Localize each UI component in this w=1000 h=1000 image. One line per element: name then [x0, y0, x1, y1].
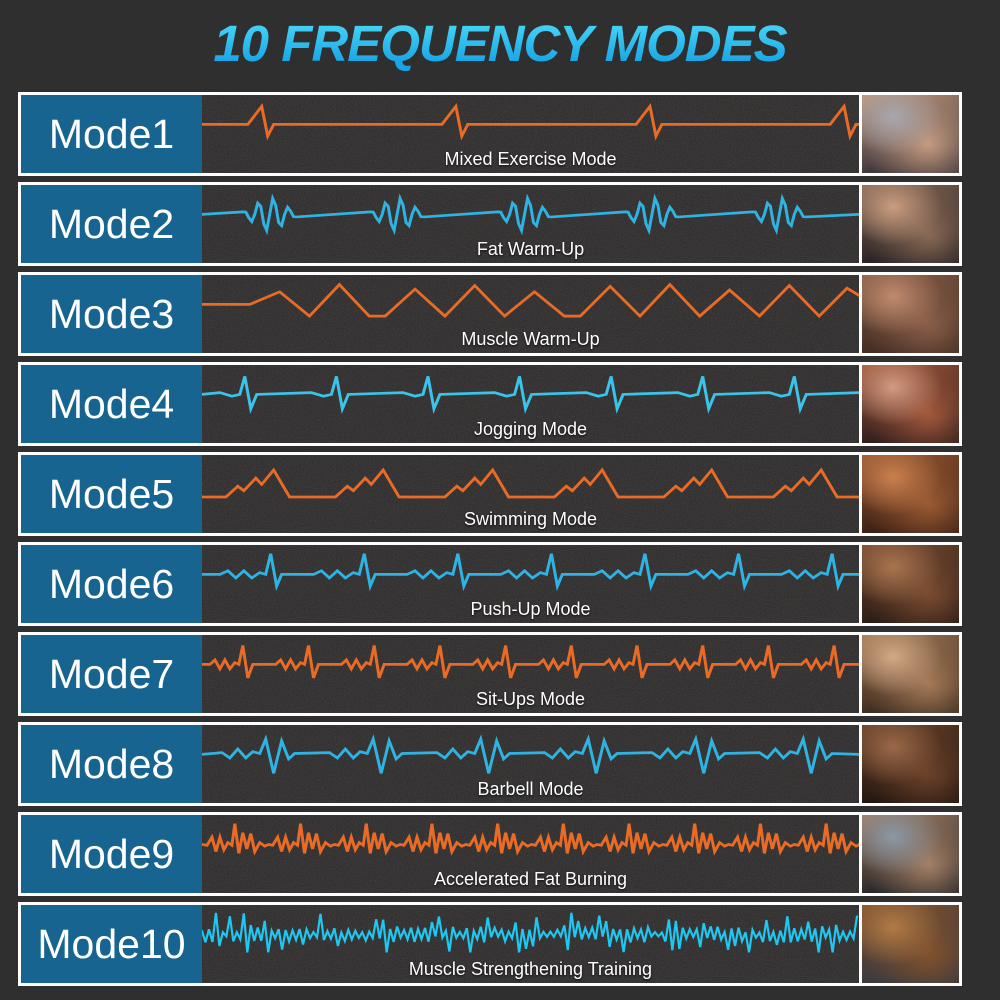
page-title: 10 FREQUENCY MODES [0, 14, 1000, 73]
mode-label: Mode2 [21, 185, 202, 263]
muscle-photo-abs-torso [859, 905, 959, 983]
mode-description: Mixed Exercise Mode [444, 149, 617, 169]
waveform-rapid-burn-ecg-icon [202, 823, 859, 856]
mode-row: Mode1 Mixed Exercise Mode [18, 92, 962, 176]
mode-row: Mode3 Muscle Warm-Up [18, 272, 962, 356]
waveform-panel: Muscle Strengthening Training [202, 905, 859, 983]
waveform-ecg-pulse-icon [202, 102, 859, 141]
waveform-spike-pairs-icon [202, 376, 859, 414]
waveform-dense-ecg-icon [202, 645, 859, 679]
waveform-panel: Jogging Mode [202, 365, 859, 443]
mode-row: Mode7 Sit-Ups Mode [18, 632, 962, 716]
muscle-photo-bicep-flex [859, 455, 959, 533]
muscle-photo-abs [859, 635, 959, 713]
mode-rows: Mode1 Mixed Exercise Mode Mode2 Fat Warm-Up… [18, 92, 962, 992]
waveform-tall-spike-ecg-icon [202, 553, 859, 592]
waveform-panel: Fat Warm-Up [202, 185, 859, 263]
mode-description: Fat Warm-Up [476, 239, 585, 259]
mode-row: Mode9 Accelerated Fat Burning [18, 812, 962, 896]
muscle-photo-upper-back [859, 365, 959, 443]
waveform-panel: Sit-Ups Mode [202, 635, 859, 713]
waveform-step-mountains-icon [202, 467, 859, 499]
waveform-panel: Push-Up Mode [202, 545, 859, 623]
waveform-panel: Barbell Mode [202, 725, 859, 803]
waveform-panel: Accelerated Fat Burning [202, 815, 859, 893]
muscle-photo-tricep-arm [859, 545, 959, 623]
mode-description: Muscle Warm-Up [461, 329, 600, 349]
mode-description: Accelerated Fat Burning [433, 869, 628, 889]
mode-row: Mode8 Barbell Mode [18, 722, 962, 806]
mode-label: Mode6 [21, 545, 202, 623]
mode-description: Sit-Ups Mode [475, 689, 586, 709]
mode-label: Mode1 [21, 95, 202, 173]
mode-label: Mode4 [21, 365, 202, 443]
waveform-wavelet-bursts-icon [202, 193, 859, 236]
muscle-photo-glutes [859, 185, 959, 263]
mode-label: Mode8 [21, 725, 202, 803]
waveform-panel: Swimming Mode [202, 455, 859, 533]
mode-description: Jogging Mode [473, 419, 588, 439]
waveform-dense-noise-icon [202, 912, 859, 953]
mode-description: Push-Up Mode [470, 599, 591, 619]
mode-description: Barbell Mode [477, 779, 584, 799]
waveform-burst-spikes-icon [202, 734, 859, 774]
mode-label: Mode10 [21, 905, 202, 983]
waveform-panel: Muscle Warm-Up [202, 275, 859, 353]
muscle-photo-thigh [859, 95, 959, 173]
mode-label: Mode7 [21, 635, 202, 713]
waveform-panel: Mixed Exercise Mode [202, 95, 859, 173]
mode-description: Muscle Strengthening Training [408, 959, 653, 979]
mode-row: Mode4 Jogging Mode [18, 362, 962, 446]
mode-row: Mode6 Push-Up Mode [18, 542, 962, 626]
muscle-photo-back-muscles [859, 815, 959, 893]
muscle-photo-side-torso [859, 275, 959, 353]
mode-row: Mode2 Fat Warm-Up [18, 182, 962, 266]
muscle-photo-torso-side [859, 725, 959, 803]
mode-description: Swimming Mode [463, 509, 598, 529]
mode-row: Mode5 Swimming Mode [18, 452, 962, 536]
mode-label: Mode5 [21, 455, 202, 533]
mode-label: Mode3 [21, 275, 202, 353]
mode-label: Mode9 [21, 815, 202, 893]
mode-row: Mode10 Muscle Strengthening Training [18, 902, 962, 986]
waveform-triangle-wave-icon [202, 282, 859, 319]
